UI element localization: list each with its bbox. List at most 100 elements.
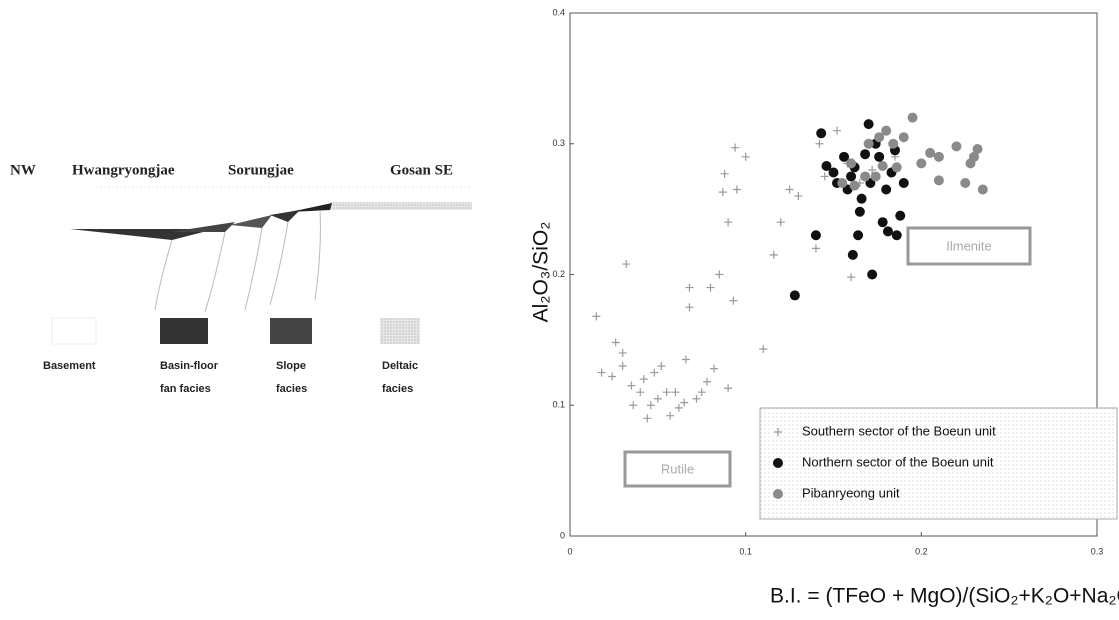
point	[627, 381, 636, 390]
slope-wedge	[270, 210, 300, 222]
point	[674, 403, 683, 412]
point	[881, 184, 892, 195]
point	[759, 345, 768, 354]
point	[881, 125, 892, 136]
point	[643, 414, 652, 423]
point	[794, 192, 803, 201]
legend-swatch-basement	[51, 317, 97, 345]
point	[666, 411, 675, 420]
point	[874, 132, 885, 143]
point	[622, 260, 631, 269]
point	[877, 217, 888, 228]
point	[960, 177, 971, 188]
point	[833, 126, 842, 135]
point	[925, 147, 936, 158]
point	[769, 250, 778, 259]
point	[933, 151, 944, 162]
point	[724, 218, 733, 227]
legend-label: facies	[276, 383, 307, 395]
point	[618, 348, 627, 357]
y-tick-label: 0.3	[552, 138, 565, 148]
point	[856, 193, 867, 204]
point	[741, 152, 750, 161]
legend-label: Basement	[43, 360, 96, 372]
diagram-label: Hwangryongjae	[72, 162, 175, 178]
point	[846, 171, 857, 182]
point	[639, 375, 648, 384]
point	[846, 158, 857, 169]
annotation-box	[906, 226, 1032, 266]
point	[853, 230, 864, 241]
y-tick-label: 0.4	[552, 7, 565, 17]
point	[951, 141, 962, 152]
point	[629, 401, 638, 410]
point	[671, 388, 680, 397]
point	[597, 368, 606, 377]
point	[882, 226, 893, 237]
legend-label: Pibanryeong unit	[802, 485, 900, 500]
point	[969, 151, 980, 162]
point	[898, 132, 909, 143]
point	[916, 158, 927, 169]
y-tick-label: 0	[560, 530, 565, 540]
x-tick-label: 0.3	[1091, 546, 1104, 556]
point	[618, 362, 627, 371]
point	[811, 244, 820, 253]
point	[815, 139, 824, 148]
point	[732, 185, 741, 194]
point	[776, 218, 785, 227]
point	[860, 171, 871, 182]
legend-swatch-deltaic	[380, 318, 420, 344]
point	[854, 206, 865, 217]
point	[877, 160, 888, 171]
legend-label: facies	[382, 383, 413, 395]
point	[718, 188, 727, 197]
point	[849, 180, 860, 191]
point	[608, 372, 617, 381]
point	[636, 388, 645, 397]
legend-label: Deltaic	[382, 360, 418, 372]
annotation: Rutile	[661, 461, 694, 476]
annotation-box	[623, 450, 732, 488]
point	[839, 151, 850, 162]
diagram-label: Gosan SE	[390, 162, 453, 178]
point	[692, 394, 701, 403]
annotation: Ilmenite	[946, 238, 992, 253]
legend-label: fan facies	[160, 383, 211, 395]
point	[863, 138, 874, 149]
slope-wedge	[290, 203, 332, 212]
point	[785, 185, 794, 194]
scatter-plot: B.I. = (TFeO + MgO)/(SiO₂+K₂O+Na₂O) Al₂O…	[530, 7, 1119, 607]
slope-wedge	[230, 215, 272, 228]
point	[874, 151, 885, 162]
point	[837, 177, 848, 188]
y-axis-label: Al₂O₃/SiO₂	[530, 222, 553, 323]
point	[646, 401, 655, 410]
x-tick-label: 0.1	[739, 546, 752, 556]
point	[972, 143, 983, 154]
cross-section: NW Hwangryongjae Sorungjae Gosan SE Base…	[10, 162, 472, 395]
legend-swatch-basin	[160, 318, 208, 344]
point	[710, 364, 719, 373]
point	[653, 394, 662, 403]
point	[611, 338, 620, 347]
point	[680, 398, 689, 407]
point	[729, 296, 738, 305]
point	[657, 362, 666, 371]
point	[703, 377, 712, 386]
y-tick-label: 0.2	[552, 269, 565, 279]
point	[685, 283, 694, 292]
point	[891, 230, 902, 241]
x-tick-label: 0	[567, 546, 572, 556]
legend-label: Southern sector of the Boeun unit	[802, 423, 996, 438]
point	[870, 171, 881, 182]
legend-marker	[773, 489, 783, 499]
point	[847, 273, 856, 282]
basin-floor-wedge	[170, 222, 235, 232]
y-tick-label: 0.1	[552, 400, 565, 410]
legend-box	[759, 407, 1118, 520]
point	[697, 388, 706, 397]
point	[810, 230, 821, 241]
